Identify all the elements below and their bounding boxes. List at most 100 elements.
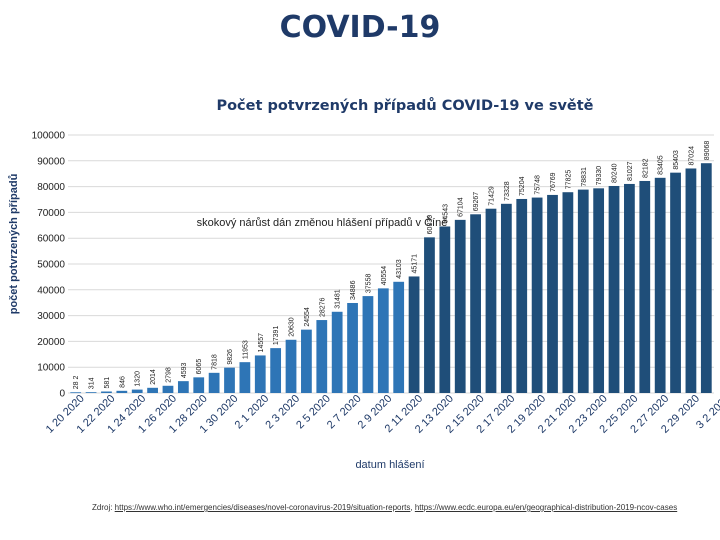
- bar: [547, 194, 558, 393]
- y-tick-label: 10000: [37, 363, 65, 374]
- value-label: 73328: [504, 181, 511, 201]
- value-label: 89068: [704, 141, 711, 161]
- value-label: 28276: [319, 297, 326, 317]
- value-label: 31481: [335, 289, 342, 309]
- x-axis-label: datum hlášení: [355, 459, 424, 471]
- value-label: 76769: [550, 172, 557, 192]
- value-label: 87024: [688, 146, 695, 166]
- bar-chart: Počet potvrzených případů COVID-19 ve sv…: [8, 97, 720, 471]
- slide-title: COVID-19: [279, 10, 441, 45]
- source-note: Zdroj: https://www.who.int/emergencies/d…: [92, 502, 720, 513]
- bar: [331, 311, 343, 393]
- bar: [685, 168, 697, 393]
- source-link-ecdc[interactable]: https://www.ecdc.europa.eu/en/geographic…: [414, 503, 678, 512]
- value-label: 846: [119, 376, 126, 388]
- value-label: 14557: [258, 333, 265, 353]
- bar: [377, 288, 389, 393]
- value-label: 83405: [658, 155, 665, 175]
- annotation: skokový nárůst dán změnou hlášení případ…: [197, 216, 448, 229]
- bar: [608, 185, 620, 393]
- bar: [347, 302, 358, 393]
- y-tick-label: 0: [59, 389, 65, 400]
- value-label: 40554: [381, 266, 388, 286]
- bar: [670, 172, 681, 393]
- bar: [408, 276, 420, 393]
- bar: [254, 355, 266, 393]
- y-tick-label: 90000: [37, 156, 65, 167]
- source-separator: ,: [410, 503, 415, 512]
- value-label: 75748: [535, 175, 542, 195]
- value-label: 34886: [350, 280, 357, 300]
- value-label: 37558: [365, 274, 372, 294]
- y-tick-label: 60000: [37, 234, 65, 245]
- bar: [393, 281, 405, 393]
- y-axis-ticks: 0 10000 20000 30000 40000 50000 60000 70000 8000…: [32, 131, 66, 400]
- value-label: 60330: [427, 215, 434, 235]
- bar: [593, 188, 605, 393]
- bar: [654, 177, 666, 393]
- value-label: 4593: [181, 362, 188, 378]
- bar: [147, 387, 158, 393]
- value-label: 20630: [289, 317, 296, 337]
- bar: [424, 237, 435, 393]
- bar: [208, 372, 220, 393]
- value-label: 77825: [565, 170, 572, 190]
- value-label: 75204: [519, 176, 526, 196]
- value-label: 7818: [212, 354, 219, 370]
- bar: [85, 392, 97, 393]
- value-label: 67104: [458, 197, 465, 217]
- value-label: 80240: [612, 163, 619, 183]
- bar: [485, 208, 497, 393]
- source-link-who[interactable]: https://www.who.int/emergencies/diseases…: [114, 503, 411, 512]
- y-tick-label: 40000: [37, 285, 65, 296]
- bar: [624, 183, 635, 393]
- y-tick-label: 50000: [37, 260, 65, 271]
- bar: [639, 180, 651, 393]
- bar: [362, 296, 374, 393]
- bar: [239, 362, 251, 393]
- bar: [439, 226, 451, 393]
- bar: [193, 377, 205, 393]
- bar: [162, 385, 174, 393]
- value-label: 69267: [473, 192, 480, 212]
- value-label: 71429: [488, 186, 495, 206]
- value-label: 314: [89, 377, 96, 389]
- bar: [562, 192, 574, 393]
- bar: [177, 381, 189, 393]
- value-label: 64543: [442, 204, 449, 224]
- bar: [224, 367, 235, 393]
- y-axis-label: počet potvrzených případů: [8, 174, 20, 315]
- bar: [316, 320, 328, 393]
- bar: [470, 214, 481, 393]
- bar: [285, 339, 297, 393]
- bar: [500, 203, 512, 393]
- value-label: 9826: [227, 349, 234, 365]
- value-label: 43103: [396, 259, 403, 279]
- value-label: 2798: [165, 367, 172, 383]
- chart-title: Počet potvrzených případů COVID-19 ve sv…: [216, 97, 593, 114]
- value-label: 581: [104, 377, 111, 389]
- value-label: 81027: [627, 161, 634, 181]
- value-label: 17391: [273, 326, 280, 346]
- value-label: 79330: [596, 166, 603, 186]
- bars: [70, 163, 712, 394]
- value-label: 82182: [642, 158, 649, 178]
- value-label: 6065: [196, 359, 203, 375]
- bar: [577, 189, 589, 393]
- bar: [116, 390, 128, 393]
- y-tick-label: 100000: [32, 131, 66, 142]
- value-label: 1320: [135, 371, 142, 387]
- bar: [531, 197, 543, 393]
- bar: [516, 198, 528, 393]
- y-tick-label: 20000: [37, 337, 65, 348]
- value-label: 45171: [412, 254, 419, 274]
- bar: [454, 219, 466, 393]
- bar: [301, 329, 312, 393]
- bar: [101, 391, 112, 393]
- bar: [270, 348, 282, 393]
- value-label: 85403: [673, 150, 680, 170]
- y-tick-label: 70000: [37, 208, 65, 219]
- y-tick-label: 80000: [37, 182, 65, 193]
- source-prefix: Zdroj:: [92, 503, 115, 512]
